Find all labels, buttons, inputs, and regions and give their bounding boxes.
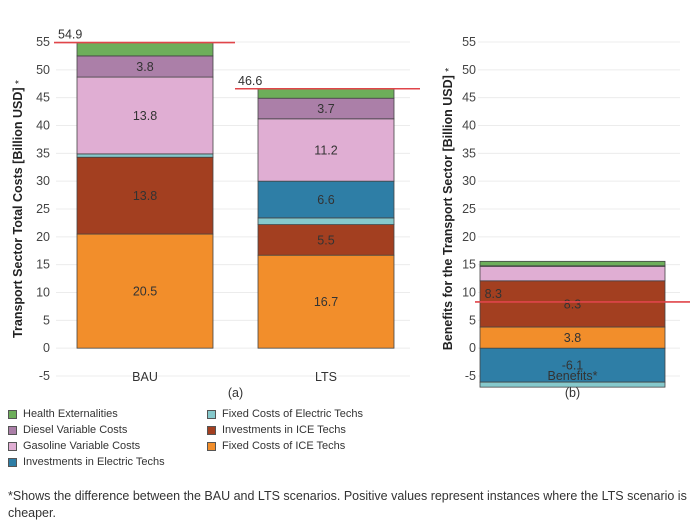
bar-segment-investments-in-ice-techs xyxy=(257,224,395,256)
total-label: 8.3 xyxy=(485,287,502,301)
y-tick-label: 0 xyxy=(43,341,50,355)
data-label: 3.8 xyxy=(136,60,153,74)
y-tick-label: 55 xyxy=(36,35,50,49)
legend-swatch xyxy=(207,441,216,451)
bar-segment-fixed-costs-of-electric-techs xyxy=(479,381,666,388)
y-axis-label-marker: * xyxy=(14,80,25,84)
legend-item-health-externalities: Health Externalities xyxy=(8,408,118,420)
bar-segment-fixed-costs-of-electric-techs xyxy=(257,217,395,225)
bar-segment-fixed-costs-of-ice-techs xyxy=(76,233,214,349)
y-axis-label-marker: * xyxy=(444,68,455,72)
y-tick-label: 15 xyxy=(36,258,50,272)
legend-label: Gasoline Variable Costs xyxy=(23,440,141,452)
legend-label: Investments in Electric Techs xyxy=(23,456,165,468)
bar-segment-gasoline-variable-costs xyxy=(257,118,395,182)
legend-swatch xyxy=(8,409,17,419)
legend-label: Health Externalities xyxy=(23,408,118,420)
y-tick-label: 0 xyxy=(469,341,476,355)
x-category-label: Benefits* xyxy=(547,369,597,383)
y-tick-label: 45 xyxy=(36,91,50,105)
data-label: -6.1 xyxy=(562,359,584,373)
bar-segment-investments-in-electric-techs xyxy=(257,180,395,219)
y-tick-label: 15 xyxy=(462,258,476,272)
data-label: 8.3 xyxy=(564,297,581,311)
legend-swatch xyxy=(207,409,216,419)
y-tick-label: 45 xyxy=(462,91,476,105)
y-tick-label: 30 xyxy=(36,174,50,188)
data-label: 13.8 xyxy=(133,189,157,203)
y-tick-label: 50 xyxy=(36,63,50,77)
legend-label: Investments in ICE Techs xyxy=(222,424,346,436)
bar-segment-investments-in-ice-techs xyxy=(479,280,666,328)
y-tick-label: 25 xyxy=(462,202,476,216)
legend-swatch xyxy=(8,457,17,467)
y-tick-label: 40 xyxy=(462,119,476,133)
total-label: 54.9 xyxy=(58,28,82,42)
y-tick-label: 10 xyxy=(36,286,50,300)
footnote: *Shows the difference between the BAU an… xyxy=(8,489,687,520)
legend-swatch xyxy=(207,425,216,435)
bar-segment-health-externalities xyxy=(76,42,214,57)
data-label: 5.5 xyxy=(317,233,334,247)
data-label: 3.8 xyxy=(564,331,581,345)
y-tick-label: 10 xyxy=(462,286,476,300)
bar-segment-fixed-costs-of-electric-techs xyxy=(76,153,214,158)
x-category-label: LTS xyxy=(315,370,337,384)
panel-a-chart: -5 0 5 10 15 20 25 30 35 40 45 50 55 Transport Sector… xyxy=(11,28,420,400)
y-axis-label: Benefits for the Transport Sector [Billi… xyxy=(441,68,455,351)
y-axis-label: Transport Sector Total Costs [Billion US… xyxy=(11,80,25,338)
bar-segment-health-externalities xyxy=(257,88,395,99)
legend-item-diesel-variable-costs: Diesel Variable Costs xyxy=(8,424,127,436)
legend-label: Fixed Costs of ICE Techs xyxy=(222,440,346,452)
y-tick-label: 25 xyxy=(36,202,50,216)
legend-swatch xyxy=(8,425,17,435)
legend-item-gasoline-variable-costs: Gasoline Variable Costs xyxy=(8,440,140,452)
data-label: 13.8 xyxy=(133,109,157,123)
y-tick-label: 5 xyxy=(469,313,476,327)
y-tick-label: 5 xyxy=(43,313,50,327)
y-tick-label: 20 xyxy=(462,230,476,244)
legend-label: Fixed Costs of Electric Techs xyxy=(222,408,364,420)
y-tick-label: -5 xyxy=(465,369,476,383)
legend-item-investments-ice-techs: Investments in ICE Techs xyxy=(207,424,346,436)
bar-segment-fixed-costs-of-ice-techs xyxy=(257,254,395,349)
y-tick-label: 55 xyxy=(462,35,476,49)
data-label: 20.5 xyxy=(133,285,157,299)
data-label: 3.7 xyxy=(317,102,334,116)
legend-item-fixed-costs-electric-techs: Fixed Costs of Electric Techs xyxy=(207,408,363,420)
y-tick-label: 30 xyxy=(462,174,476,188)
x-category-label: BAU xyxy=(132,370,158,384)
bar-segment-gasoline-variable-costs xyxy=(76,76,214,155)
legend-swatch xyxy=(8,441,17,451)
y-tick-label: 50 xyxy=(462,63,476,77)
panel-label: (b) xyxy=(565,386,580,400)
total-label: 46.6 xyxy=(238,74,262,88)
bar-segment-health-externalities xyxy=(479,260,666,267)
panel-b-chart: -5 0 5 10 15 20 25 30 35 40 45 50 55 Benefits for the… xyxy=(441,35,690,400)
legend: Health Externalities Diesel Variable Cos… xyxy=(8,408,468,474)
bar-segment-investments-in-ice-techs xyxy=(76,156,214,235)
y-tick-label: 40 xyxy=(36,119,50,133)
legend-item-fixed-costs-ice-techs: Fixed Costs of ICE Techs xyxy=(207,440,345,452)
y-tick-label: 35 xyxy=(462,146,476,160)
y-tick-label: 35 xyxy=(36,146,50,160)
panel-label: (a) xyxy=(228,386,243,400)
y-tick-label: 20 xyxy=(36,230,50,244)
data-label: 11.2 xyxy=(314,143,337,157)
legend-item-investments-electric-techs: Investments in Electric Techs xyxy=(8,456,165,468)
bar-segment-gasoline-variable-costs xyxy=(479,265,666,282)
legend-label: Diesel Variable Costs xyxy=(23,424,128,436)
data-label: 6.6 xyxy=(317,193,334,207)
y-tick-label: -5 xyxy=(39,369,50,383)
data-label: 16.7 xyxy=(314,295,338,309)
